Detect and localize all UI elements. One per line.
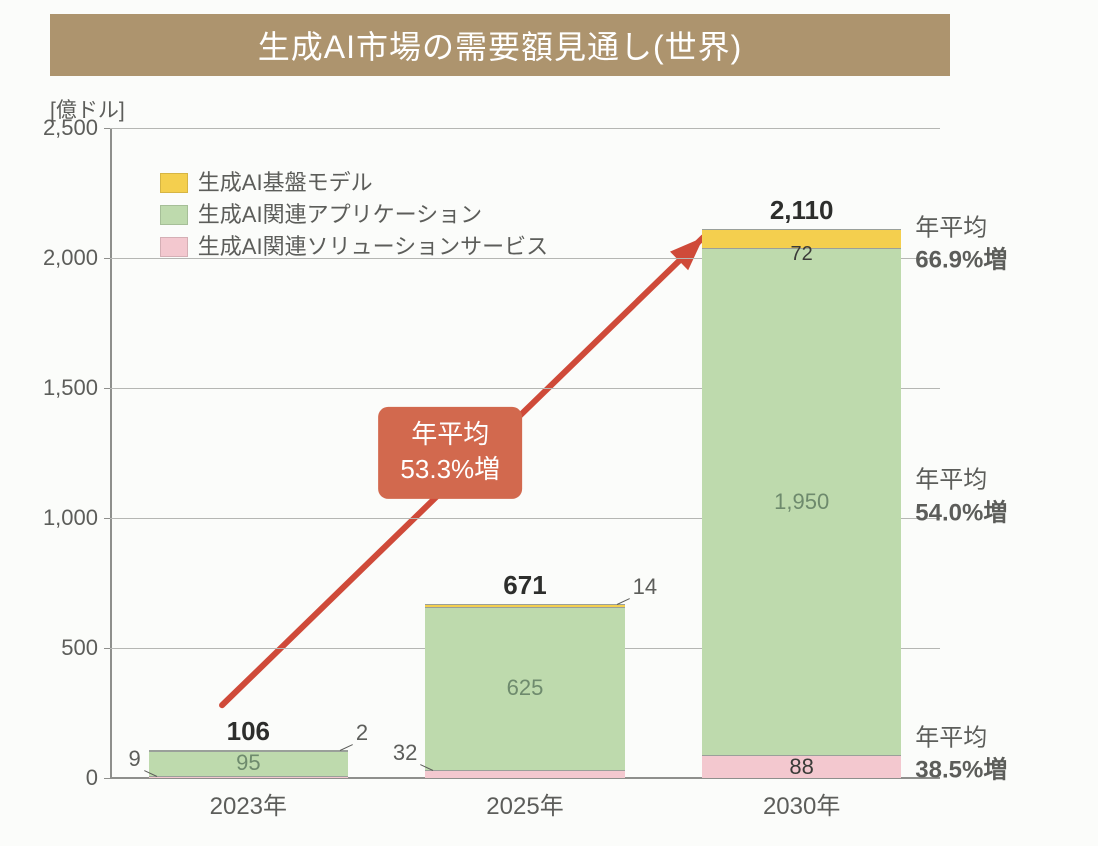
- segment-label-solution: 9: [128, 746, 140, 772]
- growth-annotation-line1: 年平均: [915, 465, 1007, 497]
- cagr-callout: 年平均53.3%増: [378, 407, 522, 499]
- growth-annotation-line1: 年平均: [915, 213, 1007, 245]
- legend-swatch: [160, 205, 188, 225]
- legend-item: 生成AI関連アプリケーション: [160, 199, 548, 231]
- y-tick-label: 2,000: [43, 245, 110, 271]
- segment-label-app: 95: [236, 750, 260, 776]
- bar-total-label: 2,110: [770, 195, 834, 226]
- gridline: [110, 128, 940, 129]
- legend-item: 生成AI関連ソリューションサービス: [160, 231, 548, 263]
- legend: 生成AI基盤モデル生成AI関連アプリケーション生成AI関連ソリューションサービス: [160, 167, 548, 263]
- growth-annotation: 年平均66.9%増: [915, 213, 1007, 278]
- segment-label-solution: 88: [789, 754, 813, 780]
- x-tick-label: 2025年: [486, 778, 563, 821]
- chart-title: 生成AI市場の需要額見通し(世界): [258, 22, 743, 68]
- y-tick-label: 500: [61, 635, 110, 661]
- segment-label-model: 14: [633, 574, 657, 600]
- y-tick-label: 1,000: [43, 505, 110, 531]
- y-axis: [110, 128, 112, 778]
- legend-label: 生成AI基盤モデル: [198, 167, 373, 199]
- growth-annotation-line2: 66.9%増: [915, 245, 1007, 277]
- segment-label-solution: 32: [393, 740, 417, 766]
- legend-swatch: [160, 237, 188, 257]
- segment-label-model: 2: [356, 720, 368, 746]
- chart-title-band: 生成AI市場の需要額見通し(世界): [50, 14, 950, 76]
- segment-label-model: 72: [791, 243, 813, 266]
- legend-swatch: [160, 173, 188, 193]
- legend-label: 生成AI関連ソリューションサービス: [198, 231, 548, 263]
- y-tick-label: 1,500: [43, 375, 110, 401]
- segment-label-app: 1,950: [774, 489, 829, 515]
- growth-annotation: 年平均54.0%増: [915, 465, 1007, 530]
- growth-annotation-line2: 38.5%増: [915, 755, 1007, 787]
- y-tick-label: 2,500: [43, 115, 110, 141]
- legend-item: 生成AI基盤モデル: [160, 167, 548, 199]
- growth-annotation: 年平均38.5%増: [915, 722, 1007, 787]
- bar-total-label: 106: [227, 716, 270, 747]
- growth-annotation-line1: 年平均: [915, 722, 1007, 754]
- cagr-line2: 53.3%増: [400, 452, 500, 487]
- bar-segment-model: [425, 604, 624, 608]
- segment-label-app: 625: [507, 675, 544, 701]
- plot-area: 05001,0001,5002,0002,50010699522023年6713…: [110, 128, 940, 778]
- y-tick-label: 0: [86, 765, 110, 791]
- bar-total-label: 671: [503, 570, 546, 601]
- growth-annotation-line2: 54.0%増: [915, 497, 1007, 529]
- bar-segment-solution: [425, 770, 624, 778]
- cagr-line1: 年平均: [400, 417, 500, 452]
- x-tick-label: 2023年: [210, 778, 287, 821]
- x-tick-label: 2030年: [763, 778, 840, 821]
- legend-label: 生成AI関連アプリケーション: [198, 199, 482, 231]
